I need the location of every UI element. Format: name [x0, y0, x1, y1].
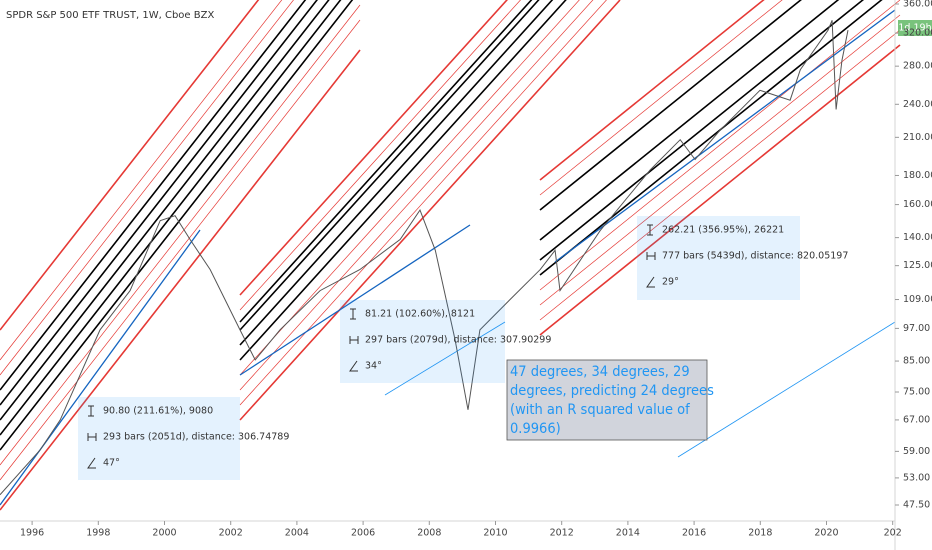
measure-text: 90.80 (211.61%), 9080 [103, 406, 213, 417]
time-tick-label: 2018 [748, 528, 772, 539]
time-tick-label: 1998 [86, 528, 110, 539]
measure-text: 47° [103, 458, 120, 469]
price-tick-label: 75.00 [903, 387, 930, 398]
channel-line [539, 0, 783, 196]
time-tick-label: 2004 [285, 528, 309, 539]
channel-line [239, 0, 554, 346]
measure-box [340, 300, 505, 383]
annotation-text: 47 degrees, 34 degrees, 29 [510, 364, 690, 380]
price-tick-label: 180.00 [903, 170, 932, 181]
channel-line [0, 4, 361, 466]
annotation-box [506, 359, 708, 441]
measure-text: 29° [662, 277, 679, 288]
channel-line [0, 0, 318, 406]
measure-box [78, 397, 240, 480]
annotation-text: degrees, predicting 24 degrees [510, 383, 714, 399]
channel-line [539, 0, 765, 181]
countdown-badge [898, 20, 932, 36]
channel-line [0, 0, 342, 436]
channel-line [539, 14, 901, 306]
measure-text: 81.21 (102.60%), 8121 [365, 309, 475, 320]
time-tick-label: 1996 [20, 528, 44, 539]
channel-line [239, 0, 580, 376]
trend-line [384, 321, 506, 396]
channel-line [539, 44, 901, 336]
trend-line [677, 321, 896, 458]
price-tick-label: 125.00 [903, 260, 932, 271]
price-tick-label: 210.00 [903, 132, 932, 143]
channel-line [239, 0, 521, 311]
time-tick-label: 2002 [219, 528, 243, 539]
time-tick-label: 2008 [417, 528, 441, 539]
annotation-text: (with an R squared value of [510, 402, 690, 418]
channel-line [239, 0, 607, 406]
time-tick-label: 2020 [814, 528, 838, 539]
price-line [0, 20, 849, 496]
icon [87, 457, 96, 469]
chart-title: SPDR S&P 500 ETF TRUST, 1W, Cboe BZX [6, 10, 214, 21]
channel-line [239, 0, 533, 323]
price-tick-label: 85.00 [903, 356, 930, 367]
price-tick-label: 67.00 [903, 414, 930, 425]
time-tick-label: 2012 [550, 528, 574, 539]
channel-line [239, 0, 540, 331]
channel-line [0, 49, 361, 511]
price-tick-label: 53.00 [903, 472, 930, 483]
icon [349, 360, 358, 372]
channel-line [539, 0, 802, 211]
measure-text: 297 bars (2079d), distance: 307.90299 [365, 335, 551, 346]
annotation-text: 0.9966) [510, 421, 561, 437]
price-tick-label: 59.00 [903, 446, 930, 457]
channel-line [0, 19, 361, 481]
time-tick-label: 202 [884, 528, 902, 539]
price-tick-label: 109.00 [903, 294, 932, 305]
channel-line [0, 0, 330, 421]
countdown-text: 1d 19h [898, 23, 931, 34]
measure-text: 262.21 (356.95%), 26221 [662, 225, 784, 236]
price-tick-label: 140.00 [903, 232, 932, 243]
price-tick-label: 360.00 [903, 0, 932, 10]
price-tick-label: 280.00 [903, 61, 932, 72]
measure-box [637, 216, 800, 300]
price-tick-label: 320.00 [903, 28, 932, 39]
measure-text: 34° [365, 361, 382, 372]
channel-line [239, 0, 567, 361]
regression-line [554, 9, 896, 263]
time-tick-label: 2006 [351, 528, 375, 539]
channel-line [0, 0, 354, 451]
price-tick-label: 47.50 [903, 500, 930, 511]
measure-text: 293 bars (2051d), distance: 306.74789 [103, 432, 289, 443]
measure-text: 777 bars (5439d), distance: 820.05197 [662, 251, 848, 262]
price-tick-label: 160.00 [903, 199, 932, 210]
channel-line [0, 0, 294, 376]
channel-line [0, 0, 260, 331]
price-tick-label: 240.00 [903, 99, 932, 110]
channel-line [0, 0, 307, 391]
channels [0, 0, 901, 511]
channel-line [539, 0, 865, 261]
time-tick-label: 2000 [152, 528, 176, 539]
icon [646, 276, 655, 288]
channel-line [239, 0, 594, 391]
time-tick-label: 2010 [483, 528, 507, 539]
channel-line [239, 0, 621, 421]
channel-line [239, 0, 508, 296]
regression-line [0, 229, 201, 506]
regression-line [239, 224, 471, 376]
channel-line [539, 0, 901, 291]
time-tick-label: 2016 [682, 528, 706, 539]
price-tick-label: 97.00 [903, 323, 930, 334]
channel-line [0, 0, 283, 361]
time-tick-label: 2014 [616, 528, 640, 539]
channel-line [539, 0, 840, 241]
